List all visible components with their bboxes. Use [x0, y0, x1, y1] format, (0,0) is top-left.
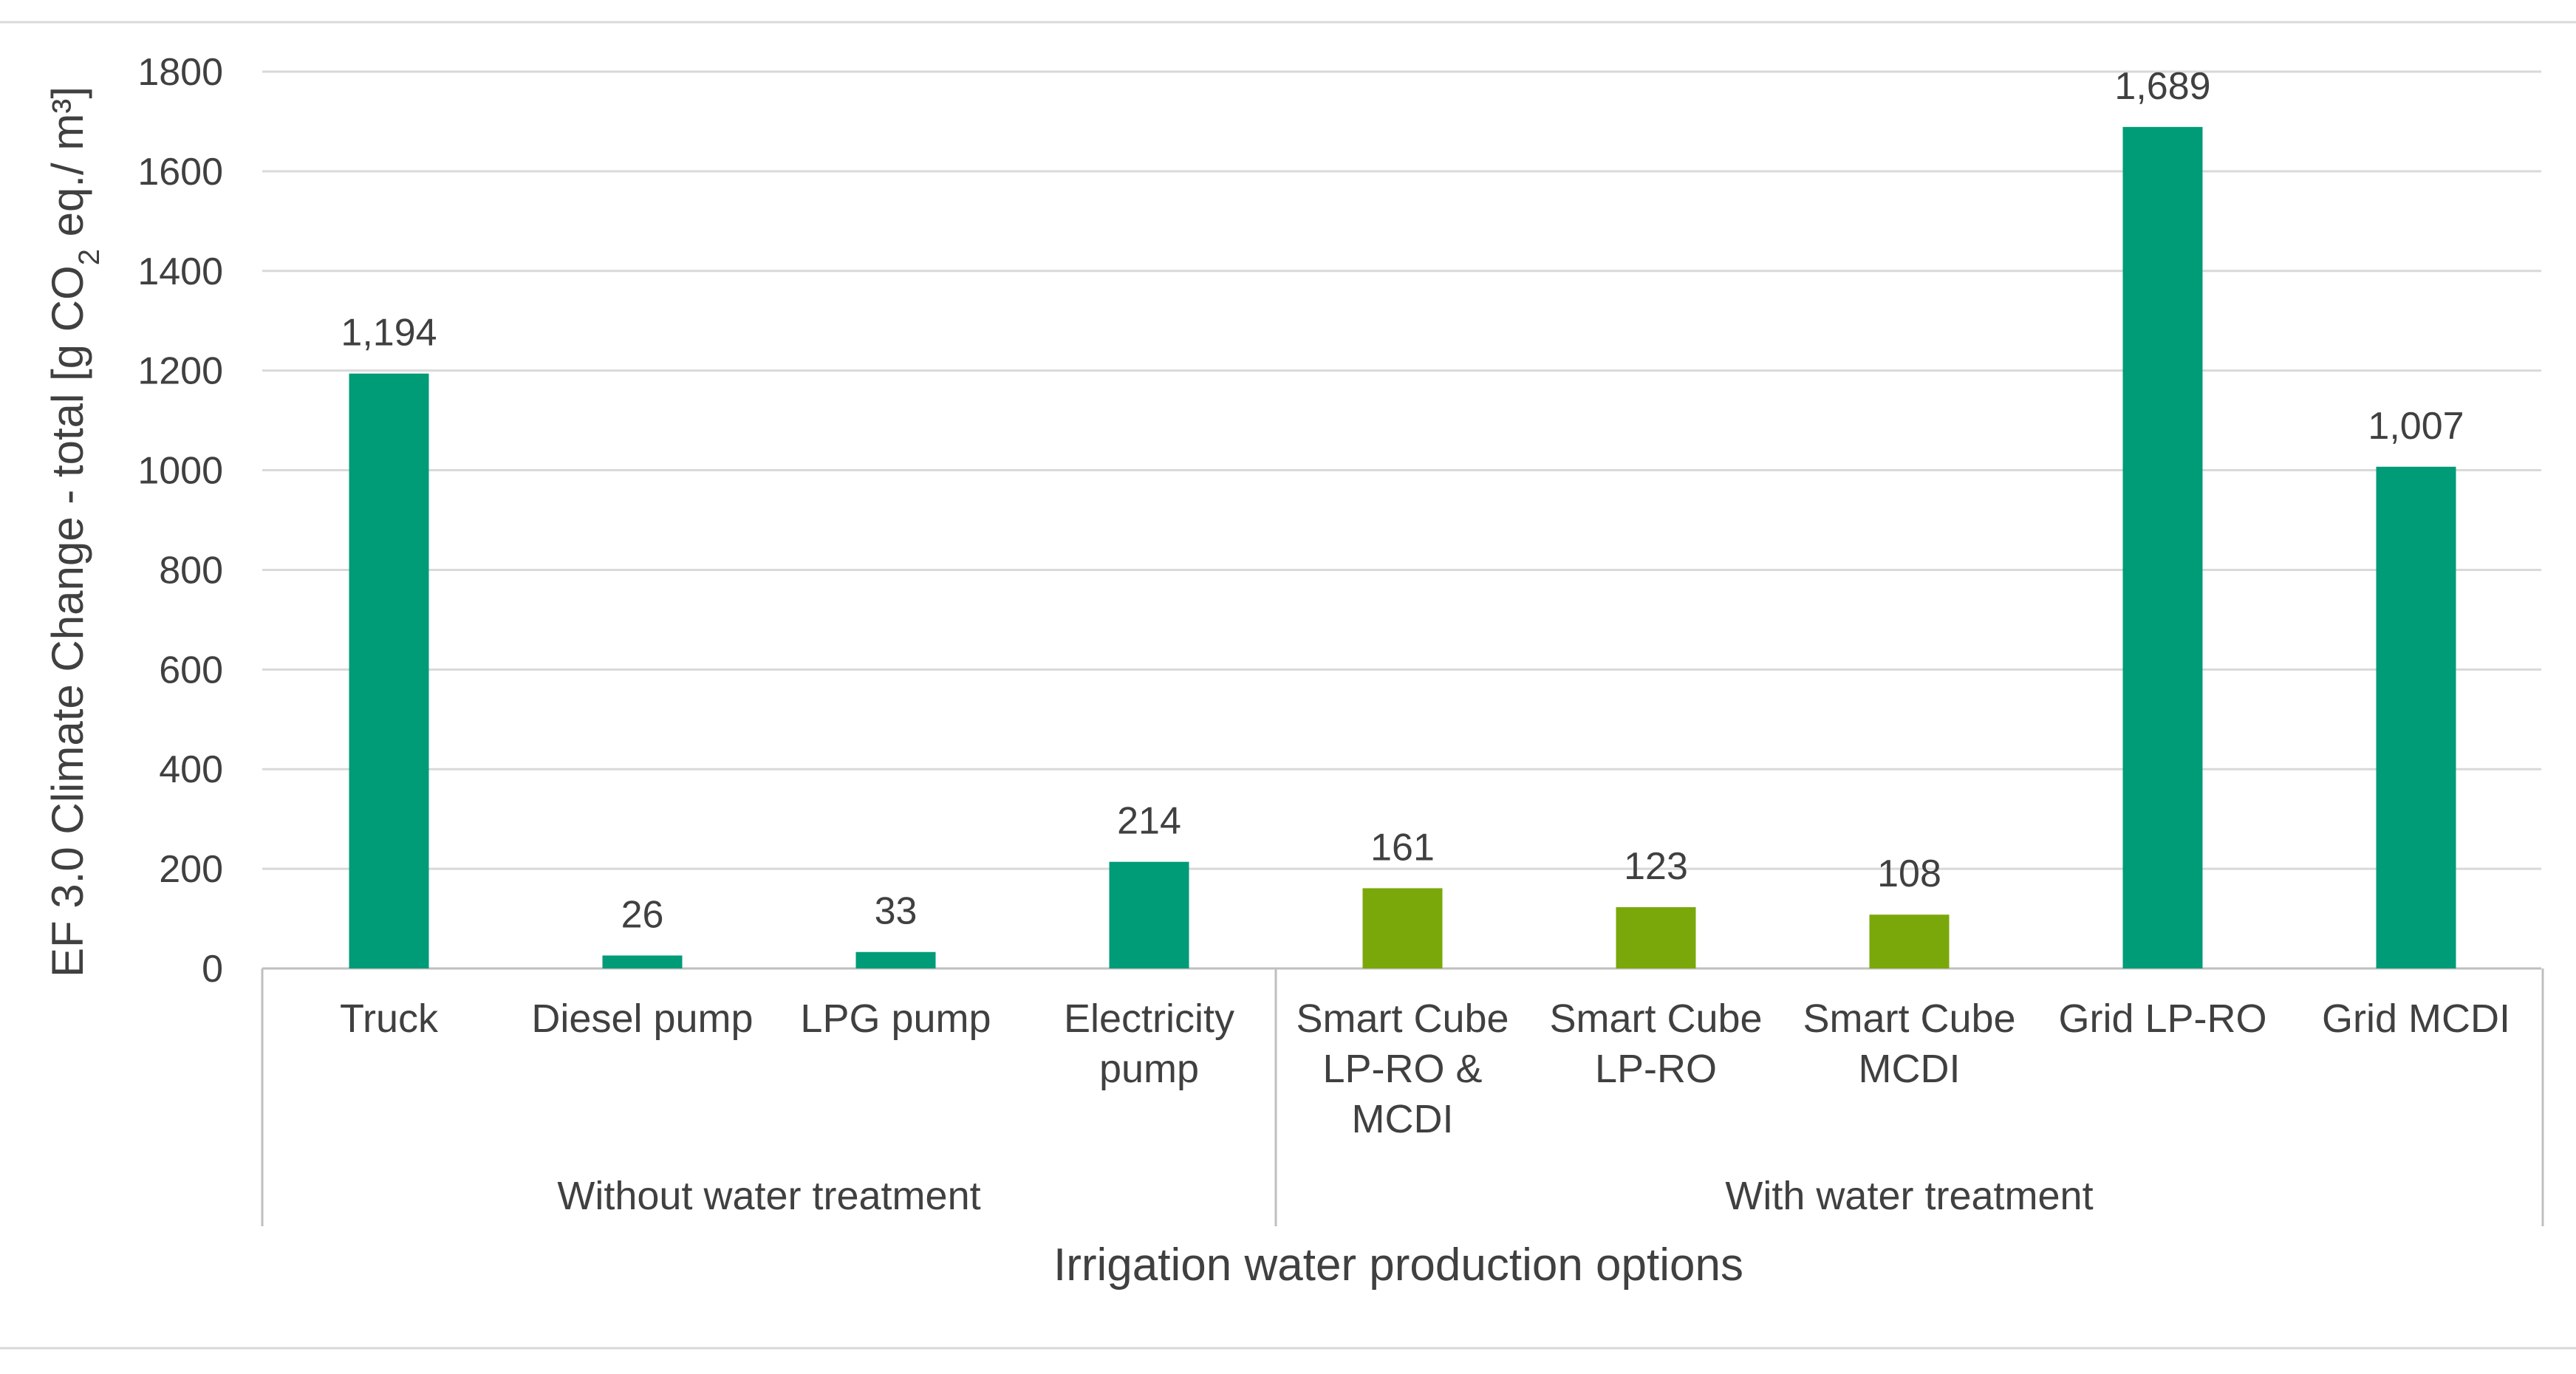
- data-label: 33: [875, 890, 918, 933]
- bar: [602, 955, 683, 968]
- data-label: 1,689: [2114, 65, 2210, 108]
- y-axis-title-subscript: 2: [73, 249, 106, 265]
- y-axis-title-tail: eq./ m³]: [43, 86, 92, 249]
- category-label: Smart Cube LP-RO & MCDI: [1296, 997, 1509, 1141]
- data-label: 1,007: [2368, 405, 2464, 448]
- data-label: 123: [1624, 845, 1688, 888]
- category-label: Electricity pump: [1064, 997, 1234, 1091]
- data-label: 108: [1877, 852, 1941, 895]
- bar: [1109, 861, 1189, 968]
- bar: [1362, 888, 1443, 968]
- y-tick-label: 200: [159, 848, 223, 891]
- bar: [1616, 907, 1696, 968]
- bar: [349, 373, 429, 968]
- y-tick-label: 1000: [137, 450, 223, 493]
- category-label: Grid MCDI: [2322, 997, 2510, 1041]
- data-label: 214: [1117, 800, 1181, 843]
- y-tick-label: 1800: [137, 51, 223, 94]
- category-label: Diesel pump: [531, 997, 753, 1041]
- data-label: 161: [1370, 826, 1435, 869]
- category-label: Smart Cube MCDI: [1803, 997, 2015, 1091]
- y-tick-label: 600: [159, 649, 223, 691]
- y-tick-label: 800: [159, 549, 223, 592]
- bar: [1869, 915, 1950, 968]
- category-label: Smart Cube LP-RO: [1549, 997, 1762, 1091]
- data-label: 1,194: [341, 312, 437, 355]
- x-axis-title: Irrigation water production options: [1053, 1240, 1743, 1291]
- category-label: Grid LP-RO: [2058, 997, 2266, 1041]
- y-tick-label: 1200: [137, 350, 223, 393]
- y-tick-label: 400: [159, 748, 223, 791]
- category-label: LPG pump: [800, 997, 991, 1041]
- category-label: Truck: [340, 997, 439, 1041]
- bar: [2376, 466, 2456, 968]
- y-tick-label: 1600: [137, 151, 223, 194]
- y-tick-label: 0: [202, 948, 223, 991]
- y-axis-title-main: EF 3.0 Climate Change - total [g CO: [43, 265, 92, 977]
- y-axis-title: EF 3.0 Climate Change - total [g CO2 eq.…: [43, 86, 106, 977]
- group-label: With water treatment: [1725, 1174, 2093, 1218]
- group-label: Without water treatment: [557, 1174, 980, 1218]
- bar: [2122, 126, 2203, 969]
- y-tick-label: 1400: [137, 250, 223, 293]
- bar: [855, 951, 936, 968]
- data-label: 26: [621, 893, 664, 936]
